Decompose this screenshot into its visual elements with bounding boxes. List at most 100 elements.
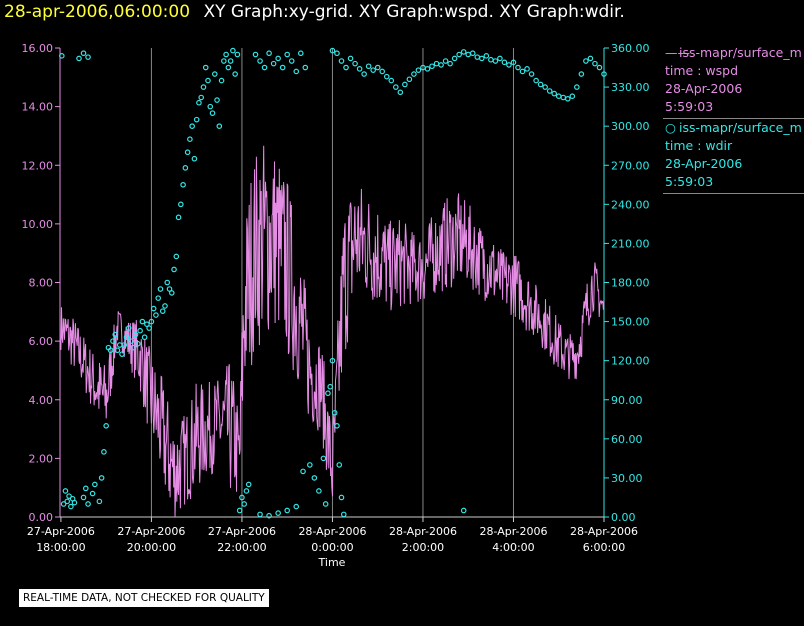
y-right-tick-label: 60.00 xyxy=(611,433,643,446)
y-right-tick-label: 360.00 xyxy=(611,42,650,55)
wdir-point xyxy=(506,62,512,68)
wdir-point xyxy=(560,94,567,101)
legend-series-variable: time : wspd xyxy=(665,63,739,78)
wdir-point xyxy=(320,455,327,462)
wdir-point xyxy=(89,490,96,497)
wdir-point xyxy=(85,501,91,507)
wdir-point xyxy=(266,512,272,519)
x-tick-label-date: 27-Apr-2006 xyxy=(117,525,185,538)
wdir-point xyxy=(343,64,349,71)
wdir-point xyxy=(162,303,168,309)
wdir-point xyxy=(329,47,336,54)
wdir-point xyxy=(479,55,485,62)
wdir-point xyxy=(116,342,123,348)
wdir-point xyxy=(196,99,202,106)
wdir-point xyxy=(180,181,186,188)
wdir-point xyxy=(583,58,589,64)
wdir-point xyxy=(225,64,232,71)
wdir-point xyxy=(325,390,331,397)
wdir-point xyxy=(71,499,78,506)
wdir-point xyxy=(347,55,354,62)
wdir-point xyxy=(442,58,449,64)
y-left-tick-label: 8.00 xyxy=(29,277,54,290)
wdir-point xyxy=(587,55,594,62)
wdir-point xyxy=(415,67,422,73)
legend-line-symbol: —— xyxy=(665,45,690,60)
wdir-point xyxy=(191,155,198,162)
wdir-point xyxy=(257,511,263,518)
wdir-point xyxy=(62,488,69,494)
wdir-point xyxy=(103,423,109,429)
y-right-tick-label: 90.00 xyxy=(611,394,643,407)
wdir-point xyxy=(352,60,358,67)
wspd-series-line xyxy=(60,145,605,518)
wdir-point xyxy=(146,325,152,331)
wdir-point xyxy=(193,116,200,123)
wdir-point xyxy=(171,266,177,273)
wdir-point xyxy=(150,305,157,312)
wdir-point xyxy=(460,49,467,55)
legend-series-variable: time : wdir xyxy=(665,138,733,153)
legend-series-time: 5:59:03 xyxy=(665,174,714,189)
wdir-point xyxy=(327,383,333,390)
wdir-point xyxy=(546,88,553,94)
wdir-point xyxy=(166,286,173,292)
wdir-point xyxy=(98,475,105,481)
wdir-point xyxy=(130,344,137,351)
x-tick-label-time: 18:00:00 xyxy=(36,541,85,554)
wdir-point xyxy=(175,214,182,221)
wdir-point xyxy=(524,66,530,72)
y-left-tick-label: 0.00 xyxy=(29,511,54,524)
wdir-point xyxy=(578,71,585,77)
wdir-point xyxy=(211,71,218,77)
wdir-point xyxy=(125,325,132,331)
y-right-tick-label: 30.00 xyxy=(611,472,643,485)
wdir-point xyxy=(555,93,562,100)
y-left-tick-label: 16.00 xyxy=(22,42,54,55)
wdir-point xyxy=(501,59,508,66)
wdir-point xyxy=(574,84,580,90)
wdir-point xyxy=(60,501,67,507)
legend-series-name: iss-mapr/surface_m xyxy=(679,45,802,60)
wdir-point xyxy=(284,507,290,514)
y-left-tick-label: 2.00 xyxy=(29,452,54,465)
y-right-tick-label: 180.00 xyxy=(611,277,650,290)
wdir-point xyxy=(515,64,521,71)
graph-titles: XY Graph:xy-grid. XY Graph:wspd. XY Grap… xyxy=(203,2,625,22)
wdir-point xyxy=(261,64,268,71)
wdir-point xyxy=(592,60,598,67)
wdir-point xyxy=(218,77,225,84)
wdir-point xyxy=(483,53,490,59)
wdir-point xyxy=(144,321,150,327)
wdir-point xyxy=(297,50,304,57)
title-row: 28-apr-2006,06:00:00 XY Graph:xy-grid. X… xyxy=(4,0,625,24)
wdir-point xyxy=(148,318,155,325)
wdir-point xyxy=(519,68,526,75)
wdir-point xyxy=(438,62,444,68)
wdir-point xyxy=(474,54,481,60)
wdir-point xyxy=(537,81,544,88)
y-right-tick-label: 240.00 xyxy=(611,198,650,211)
wdir-point xyxy=(497,55,503,62)
y-left-tick-label: 14.00 xyxy=(22,101,54,114)
wdir-point xyxy=(492,58,499,64)
wdir-point xyxy=(411,71,417,77)
wdir-point xyxy=(80,494,87,501)
wdir-point xyxy=(92,481,98,488)
wdir-point xyxy=(168,290,175,296)
wdir-point xyxy=(200,84,207,90)
wdir-point xyxy=(230,47,236,54)
wdir-point xyxy=(76,55,82,62)
x-tick-label-date: 28-Apr-2006 xyxy=(298,525,366,538)
x-tick-label-time: 22:00:00 xyxy=(217,541,266,554)
wdir-point xyxy=(370,67,376,73)
wdir-point xyxy=(361,71,367,77)
wdir-point xyxy=(205,77,211,84)
y-right-tick-label: 120.00 xyxy=(611,355,650,368)
wdir-point xyxy=(388,77,395,84)
wdir-point xyxy=(275,55,281,62)
wdir-point xyxy=(329,357,336,364)
legend-circle-symbol: ○ xyxy=(665,120,676,135)
wdir-point xyxy=(284,51,290,58)
y-left-tick-label: 10.00 xyxy=(22,218,54,231)
